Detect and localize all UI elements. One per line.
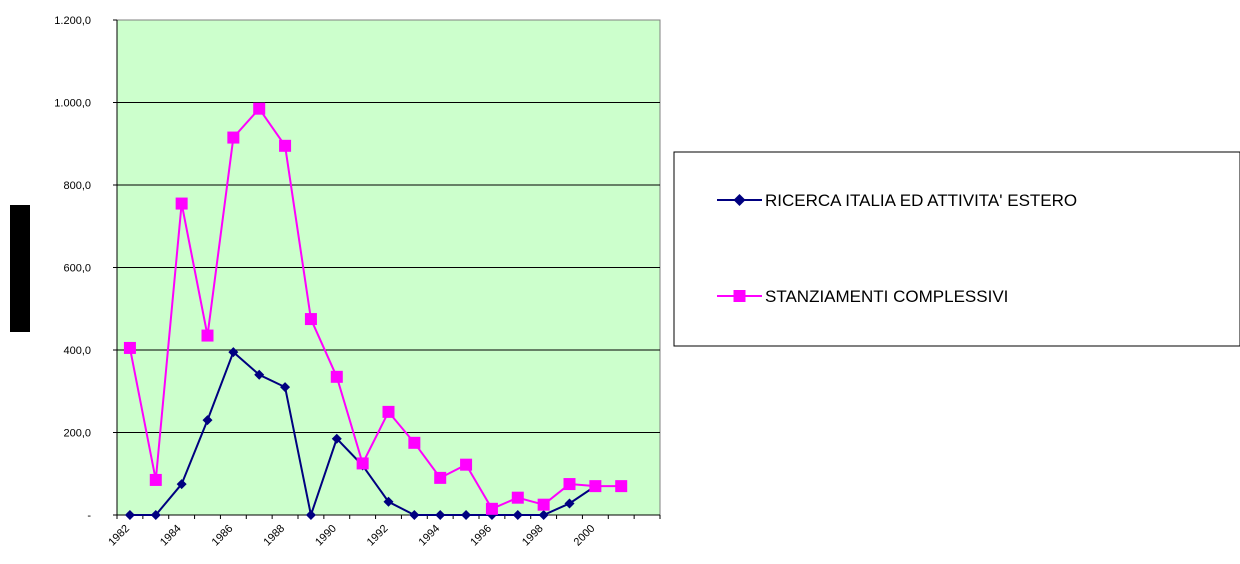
data-point-diamond <box>305 510 316 520</box>
data-point-square <box>563 478 576 491</box>
x-tick-label: 1998 <box>520 523 546 549</box>
data-point-diamond <box>150 510 161 520</box>
data-point-square <box>589 480 602 493</box>
legend-marker-square <box>733 290 746 302</box>
gridlines <box>117 102 660 433</box>
data-point-diamond <box>228 347 239 358</box>
data-point-square <box>460 458 473 471</box>
legend-box <box>673 151 1240 347</box>
y-tick-label: 800,0 <box>63 180 91 192</box>
data-point-square <box>356 457 369 470</box>
data-point-diamond <box>176 479 187 490</box>
data-point-square <box>330 370 343 383</box>
y-axis-ticks: - 200,0 400,0 600,0 800,0 1.000,0 1.200,0 <box>54 15 117 522</box>
data-point-diamond <box>435 510 446 520</box>
data-point-square <box>279 139 292 152</box>
data-point-square <box>175 197 188 210</box>
x-tick-label: 1986 <box>210 523 236 549</box>
x-tick-label: 1996 <box>468 523 494 549</box>
data-point-diamond <box>512 510 523 520</box>
side-black-bar <box>10 205 30 332</box>
y-tick-label: 600,0 <box>63 263 91 275</box>
legend: RICERCA ITALIA ED ATTIVITA' ESTERO STANZI… <box>673 151 1240 347</box>
data-point-square <box>485 502 498 515</box>
x-axis-ticks: 1982 1984 1986 1988 1990 1992 1994 1996 1998 2000 <box>106 515 661 549</box>
data-point-diamond <box>383 496 394 507</box>
data-point-square <box>149 473 162 486</box>
series-group <box>123 102 628 520</box>
data-point-diamond <box>124 510 135 520</box>
data-point-square <box>615 480 628 493</box>
data-point-diamond <box>564 498 575 509</box>
data-point-square <box>382 405 395 418</box>
data-point-diamond <box>461 510 472 520</box>
y-tick-label: 200,0 <box>63 428 91 440</box>
x-tick-label: 1994 <box>417 523 443 549</box>
legend-marker-diamond <box>733 194 746 206</box>
data-point-diamond <box>202 415 213 426</box>
x-tick-label: 1984 <box>158 523 184 549</box>
data-point-square <box>511 491 524 504</box>
data-point-diamond <box>538 510 549 520</box>
y-tick-label: 1.200,0 <box>54 15 91 27</box>
legend-label: STANZIAMENTI COMPLESSIVI <box>765 287 1008 306</box>
data-point-square <box>537 498 550 511</box>
y-tick-label: 1.000,0 <box>54 98 91 110</box>
x-tick-label: 2000 <box>572 523 598 549</box>
data-point-square <box>227 131 240 144</box>
data-point-square <box>408 436 421 449</box>
x-tick-label: 1990 <box>313 523 339 549</box>
y-tick-label: 400,0 <box>63 345 91 357</box>
y-tick-label: - <box>87 510 91 522</box>
data-point-square <box>434 471 447 484</box>
data-point-square <box>253 102 266 115</box>
x-tick-label: 1982 <box>106 523 132 549</box>
data-point-square <box>123 341 136 354</box>
data-point-diamond <box>409 510 420 520</box>
data-point-square <box>201 329 214 342</box>
legend-label: RICERCA ITALIA ED ATTIVITA' ESTERO <box>765 191 1077 210</box>
data-point-diamond <box>331 433 342 444</box>
x-tick-label: 1992 <box>365 523 391 549</box>
data-point-square <box>304 313 317 326</box>
legend-items: RICERCA ITALIA ED ATTIVITA' ESTERO STANZI… <box>717 191 1077 306</box>
data-point-diamond <box>254 369 265 380</box>
x-tick-label: 1988 <box>261 523 287 549</box>
data-point-diamond <box>280 382 291 393</box>
